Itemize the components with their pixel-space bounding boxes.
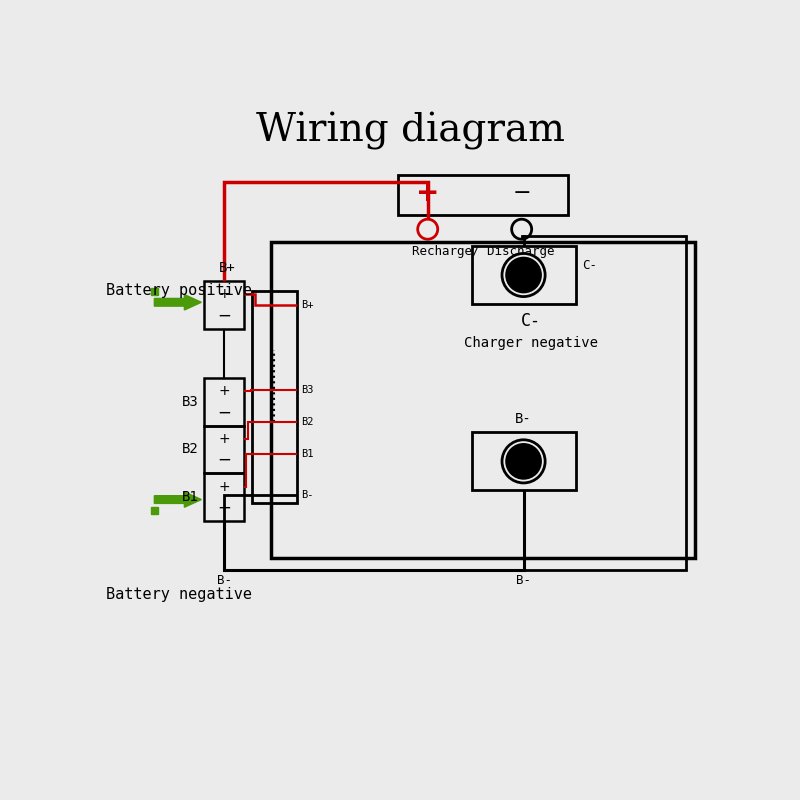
Text: B1: B1 (182, 490, 198, 504)
Bar (205, 474, 245, 521)
Text: −: − (218, 403, 231, 421)
FancyArrow shape (150, 288, 158, 294)
FancyArrow shape (154, 492, 202, 507)
Bar (252, 291, 297, 502)
Text: B-: B- (516, 574, 531, 587)
Text: −: − (512, 183, 531, 203)
Text: Charger negative: Charger negative (464, 336, 598, 350)
Bar (472, 246, 575, 304)
Bar (271, 242, 695, 558)
Text: −: − (218, 498, 231, 517)
Text: B2: B2 (302, 417, 314, 427)
Text: +: + (218, 432, 230, 446)
Text: +: + (218, 384, 230, 398)
Text: B+: B+ (219, 262, 236, 275)
Bar (205, 426, 245, 474)
Text: B-: B- (302, 490, 314, 500)
Bar (205, 378, 245, 426)
Text: B1: B1 (302, 449, 314, 459)
FancyArrow shape (150, 507, 158, 514)
Text: +: + (218, 480, 230, 494)
Text: B2: B2 (182, 442, 198, 457)
Text: B3: B3 (302, 386, 314, 395)
FancyArrow shape (154, 294, 202, 310)
Text: Battery positive: Battery positive (106, 283, 252, 298)
Text: −: − (218, 306, 231, 324)
Text: −: − (218, 451, 231, 469)
Text: +: + (218, 287, 230, 301)
Text: C-: C- (582, 259, 597, 272)
Circle shape (418, 219, 438, 239)
Circle shape (506, 258, 541, 292)
Text: C-: C- (522, 311, 542, 330)
Text: B-: B- (217, 574, 232, 587)
Text: B3: B3 (182, 394, 198, 409)
Text: Wiring diagram: Wiring diagram (255, 112, 565, 150)
Bar (205, 281, 245, 329)
Bar (472, 433, 575, 490)
Text: Recharge/ Discharge: Recharge/ Discharge (412, 245, 554, 258)
Text: B+: B+ (302, 300, 314, 310)
Circle shape (512, 219, 532, 239)
Circle shape (506, 445, 541, 478)
Text: Battery negative: Battery negative (106, 587, 252, 602)
Bar (398, 175, 568, 215)
Text: +: + (416, 179, 439, 207)
Text: B-: B- (515, 412, 532, 426)
